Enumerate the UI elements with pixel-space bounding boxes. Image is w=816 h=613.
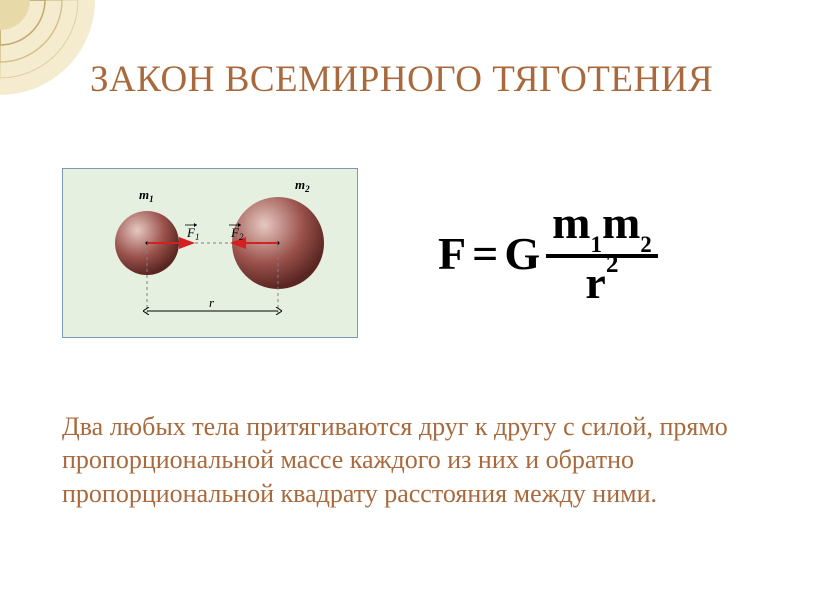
formula-F: F (438, 227, 466, 280)
page-title: ЗАКОН ВСЕМИРНОГО ТЯГОТЕНИЯ (90, 58, 776, 101)
law-statement-text: Два любых тела притягиваются друг к друг… (62, 410, 754, 510)
formula-area: F = G m1m2 r2 (438, 198, 776, 308)
content-row: F1 F2 m1 m2 r F = G m1 m2 (62, 168, 776, 338)
distance-label: r (209, 295, 215, 310)
mass-label-1: m1 (139, 187, 154, 204)
gravitation-formula: F = G m1m2 r2 (438, 198, 658, 308)
formula-fraction: m1m2 r2 (546, 198, 658, 308)
formula-G: G (504, 227, 540, 280)
force-label-1: F1 (186, 225, 199, 242)
formula-eq: = (472, 227, 498, 280)
mass-label-2: m2 (295, 177, 310, 194)
gravitation-diagram: F1 F2 m1 m2 r (62, 168, 358, 338)
